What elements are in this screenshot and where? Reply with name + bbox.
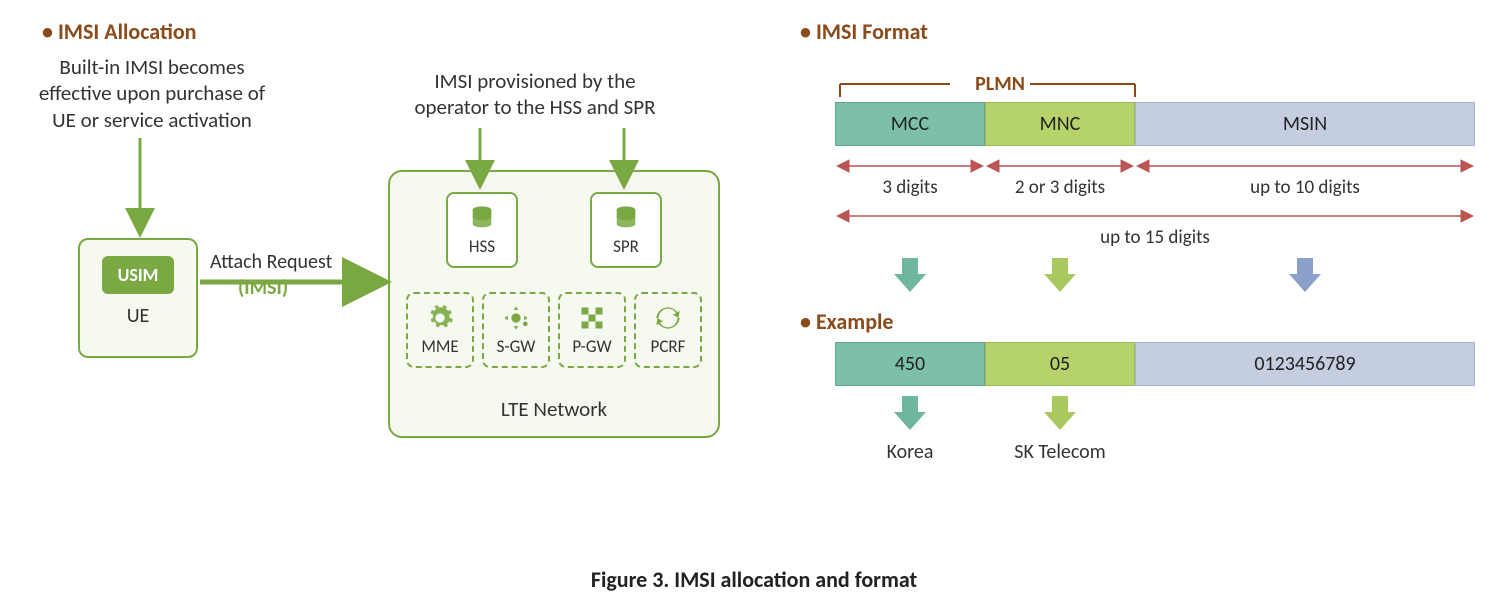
plmn-bracket	[835, 72, 1145, 102]
down-arrows-example	[835, 396, 1175, 436]
figure-caption: Figure 3. IMSI allocation and format	[0, 566, 1508, 593]
example-mcc-meaning: Korea	[835, 440, 985, 464]
dim-total: up to 15 digits	[835, 226, 1475, 249]
down-arrows-format	[835, 258, 1475, 298]
segment-mnc: MNC	[985, 102, 1135, 146]
heading-example: Example	[800, 308, 893, 335]
segment-mcc: MCC	[835, 102, 985, 146]
arrows-left	[0, 0, 760, 480]
dim-mcc: 3 digits	[835, 176, 985, 199]
dim-mnc: 2 or 3 digits	[985, 176, 1135, 199]
example-mcc: 450	[835, 342, 985, 386]
example-mnc: 05	[985, 342, 1135, 386]
dim-msin: up to 10 digits	[1135, 176, 1475, 199]
segment-msin: MSIN	[1135, 102, 1475, 146]
example-mnc-meaning: SK Telecom	[985, 440, 1135, 464]
heading-imsi-format: IMSI Format	[800, 18, 928, 45]
example-msin: 0123456789	[1135, 342, 1475, 386]
